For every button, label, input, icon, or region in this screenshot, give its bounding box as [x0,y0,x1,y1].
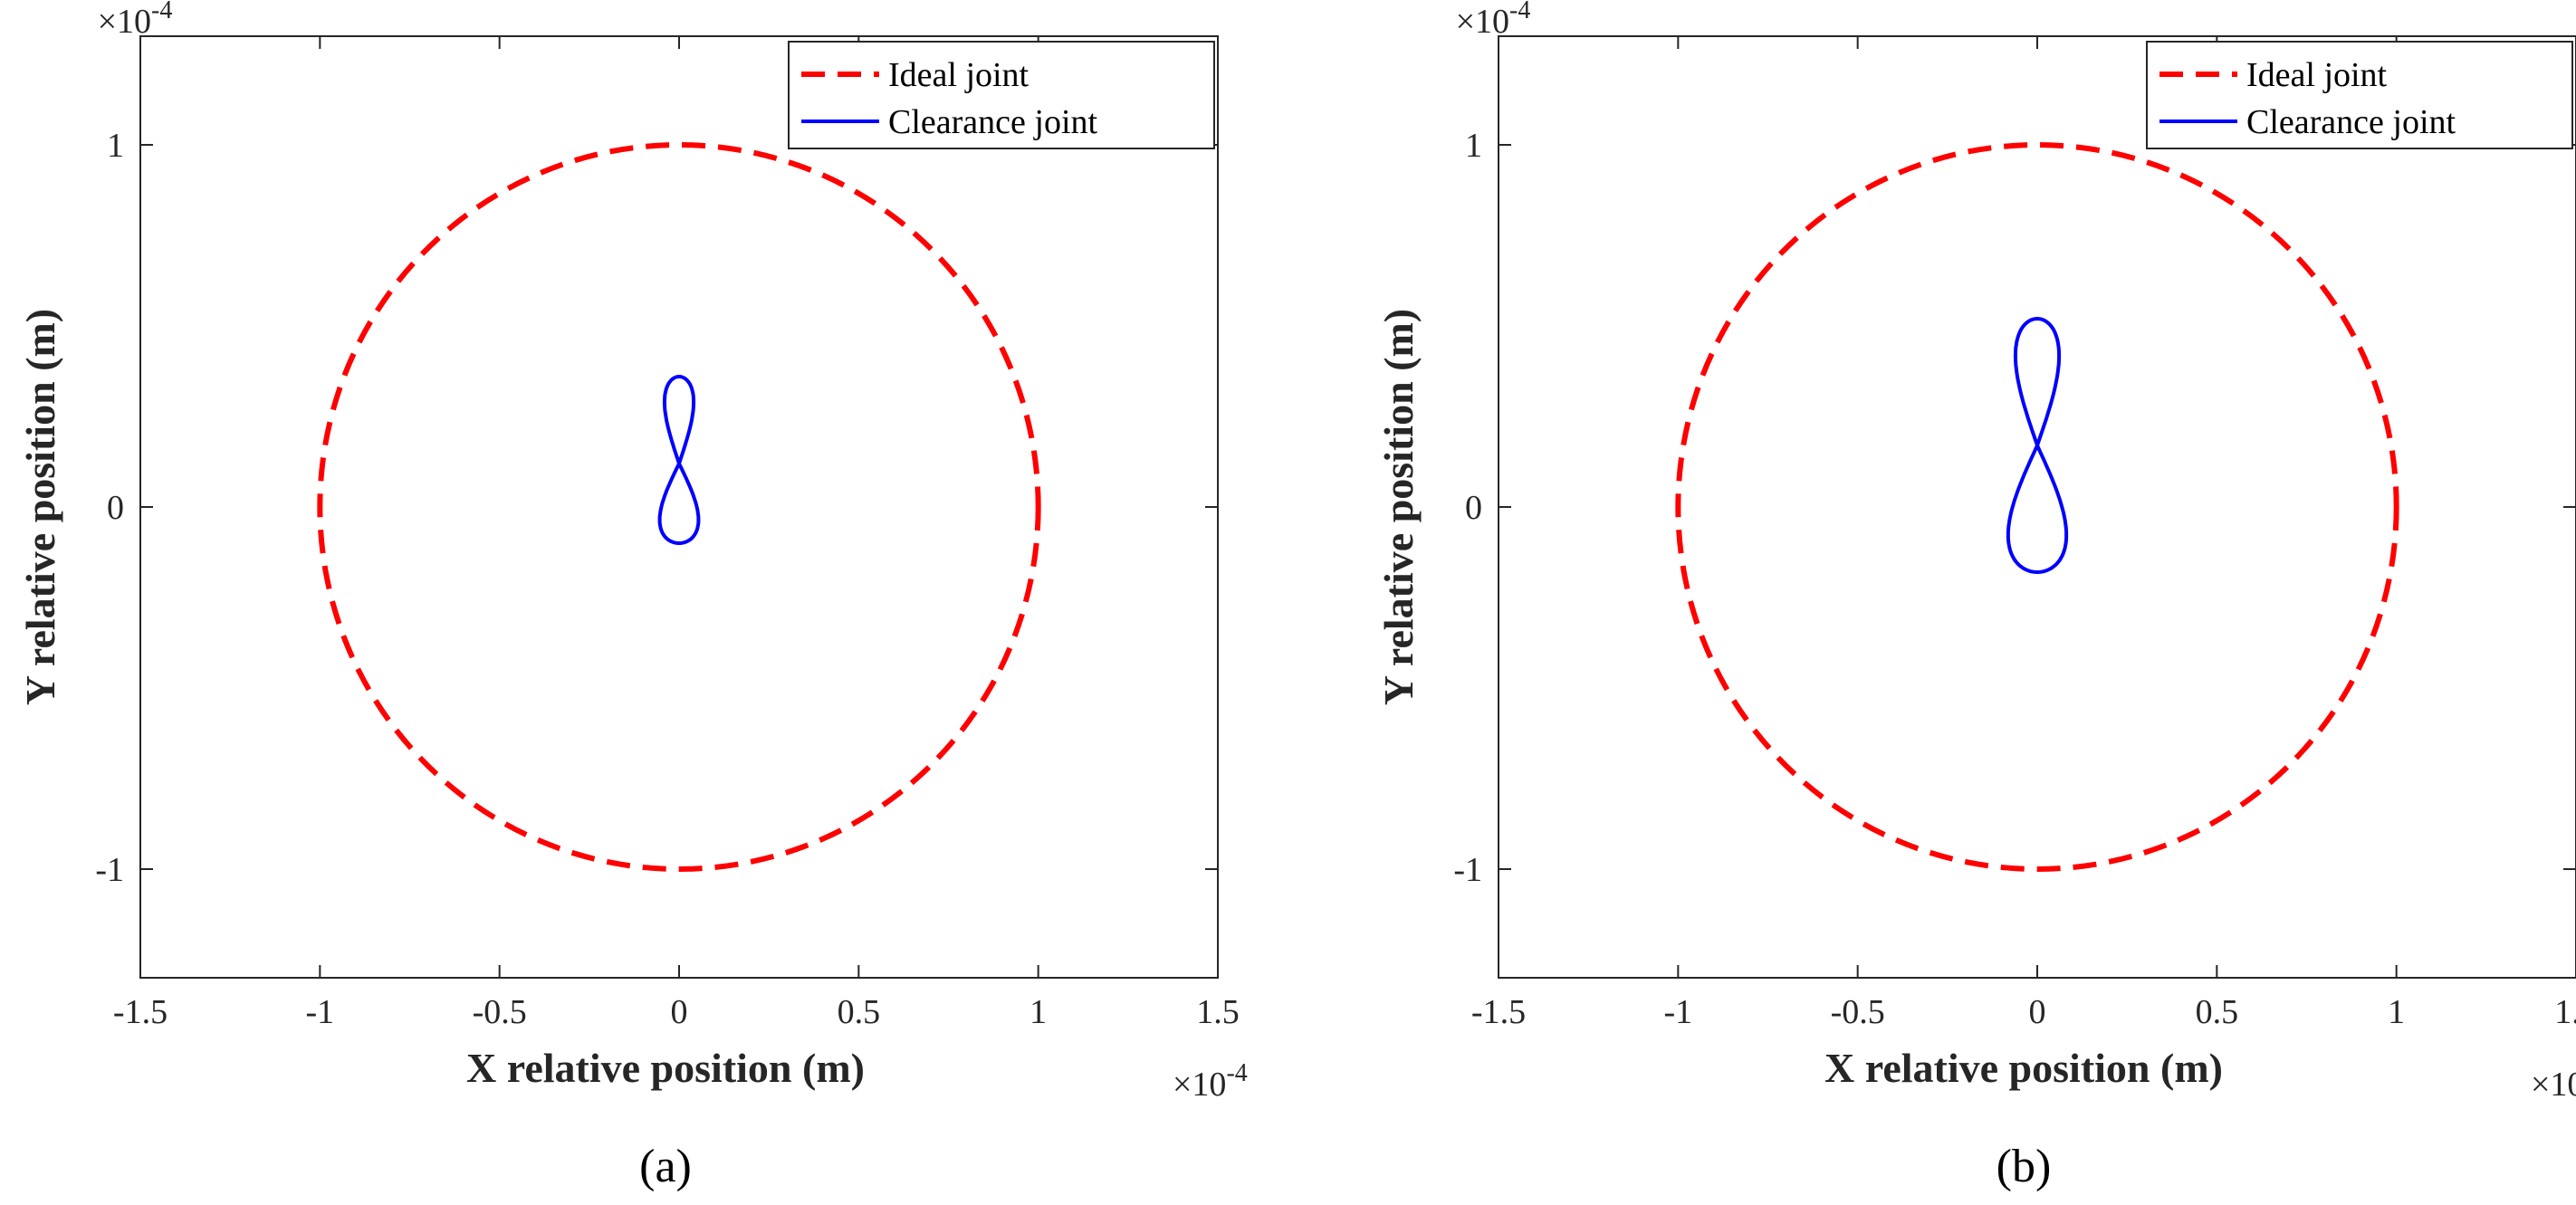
y-exponent-label: ×10-4 [98,0,173,41]
x-tick-label: -0.5 [473,993,527,1031]
legend-label: Ideal joint [2246,56,2388,94]
legend-label: Ideal joint [888,56,1029,94]
y-exponent-power: -4 [1509,0,1530,24]
x-tick-label: -1 [306,993,335,1031]
y-exponent-power: -4 [151,0,172,24]
y-axis-label: Y relative position (m) [1375,309,1422,705]
legend: Ideal joint Clearance joint [2146,41,2573,149]
legend-label: Clearance joint [888,103,1098,141]
x-tick-label: 0.5 [2196,993,2239,1031]
x-exponent-power: -4 [1226,1059,1247,1087]
series-ideal-joint-line [1675,142,2399,872]
y-axis-label: Y relative position (m) [17,309,63,705]
legend-label: Clearance joint [2246,103,2456,141]
x-tick-label: 1.5 [1196,993,1240,1031]
y-exponent-label: ×10-4 [1456,0,1531,41]
y-tick-label: 0 [1465,489,1482,527]
x-tick-label: -1 [1664,993,1693,1031]
panel-label: (a) [639,1141,692,1192]
x-tick-label: 1 [2388,993,2405,1031]
x-tick-label: 1.5 [2554,993,2576,1031]
chart-panel-b: -1.5 -1 -0.5 0 0.5 1 1.5 -1 0 1 ×10-4 ×10-4 X relati… [1375,0,2576,1192]
y-tick-label: 1 [1465,127,1482,165]
legend-box [788,41,1215,149]
y-tick-label: -1 [1453,851,1482,889]
x-tick-label: -0.5 [1831,993,1885,1031]
axes-box [1498,35,2576,979]
x-tick-label: -1.5 [113,993,168,1031]
legend-box [2146,41,2573,149]
x-tick-label: 0 [2029,993,2046,1031]
y-tick-label: -1 [95,851,124,889]
series-ideal-joint-line [317,142,1041,872]
x-exponent-label: ×10-4 [2531,1059,2576,1104]
x-tick-label: 0 [671,993,688,1031]
axes-box [139,35,1219,979]
legend: Ideal joint Clearance joint [788,41,1215,149]
x-tick-label: 1 [1029,993,1047,1031]
x-exponent-label: ×10-4 [1173,1059,1248,1104]
y-tick-label: 1 [107,127,124,165]
x-axis-label: X relative position (m) [466,1045,865,1091]
y-tick-label: 0 [107,489,124,527]
series-clearance-joint-line [2006,317,2069,574]
x-tick-label: 0.5 [838,993,881,1031]
chart-panel-a: -1.5 -1 -0.5 0 0.5 1 1.5 -1 0 1 ×10-4 ×10-4 X relati… [17,0,1248,1192]
x-axis-label: X relative position (m) [1824,1045,2223,1091]
panel-label: (b) [1997,1141,2052,1192]
x-tick-label: -1.5 [1471,993,1526,1031]
series-clearance-joint-line [657,375,701,545]
